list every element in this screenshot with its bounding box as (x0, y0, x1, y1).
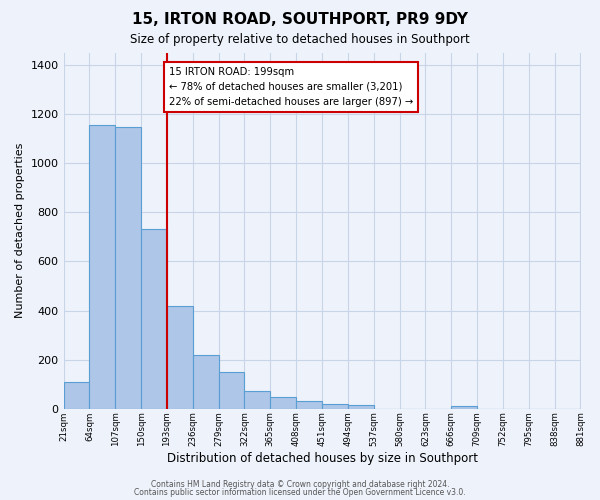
Y-axis label: Number of detached properties: Number of detached properties (15, 143, 25, 318)
Bar (348, 406, 374, 409)
Bar (271, 396, 296, 409)
Bar (193, 354, 218, 409)
Text: Contains public sector information licensed under the Open Government Licence v3: Contains public sector information licen… (134, 488, 466, 497)
Bar (141, 230, 167, 409)
Bar (296, 402, 322, 409)
Bar (451, 406, 477, 409)
X-axis label: Distribution of detached houses by size in Southport: Distribution of detached houses by size … (167, 452, 478, 465)
Text: Contains HM Land Registry data © Crown copyright and database right 2024.: Contains HM Land Registry data © Crown c… (151, 480, 449, 489)
Bar (218, 372, 244, 409)
Bar (89, 125, 115, 409)
Bar (115, 126, 141, 409)
Text: 15 IRTON ROAD: 199sqm
← 78% of detached houses are smaller (3,201)
22% of semi-d: 15 IRTON ROAD: 199sqm ← 78% of detached … (169, 67, 413, 106)
Bar (64, 382, 89, 409)
Bar (167, 306, 193, 409)
Text: Size of property relative to detached houses in Southport: Size of property relative to detached ho… (130, 32, 470, 46)
Bar (244, 391, 271, 409)
Text: 15, IRTON ROAD, SOUTHPORT, PR9 9DY: 15, IRTON ROAD, SOUTHPORT, PR9 9DY (132, 12, 468, 28)
Bar (322, 404, 348, 409)
